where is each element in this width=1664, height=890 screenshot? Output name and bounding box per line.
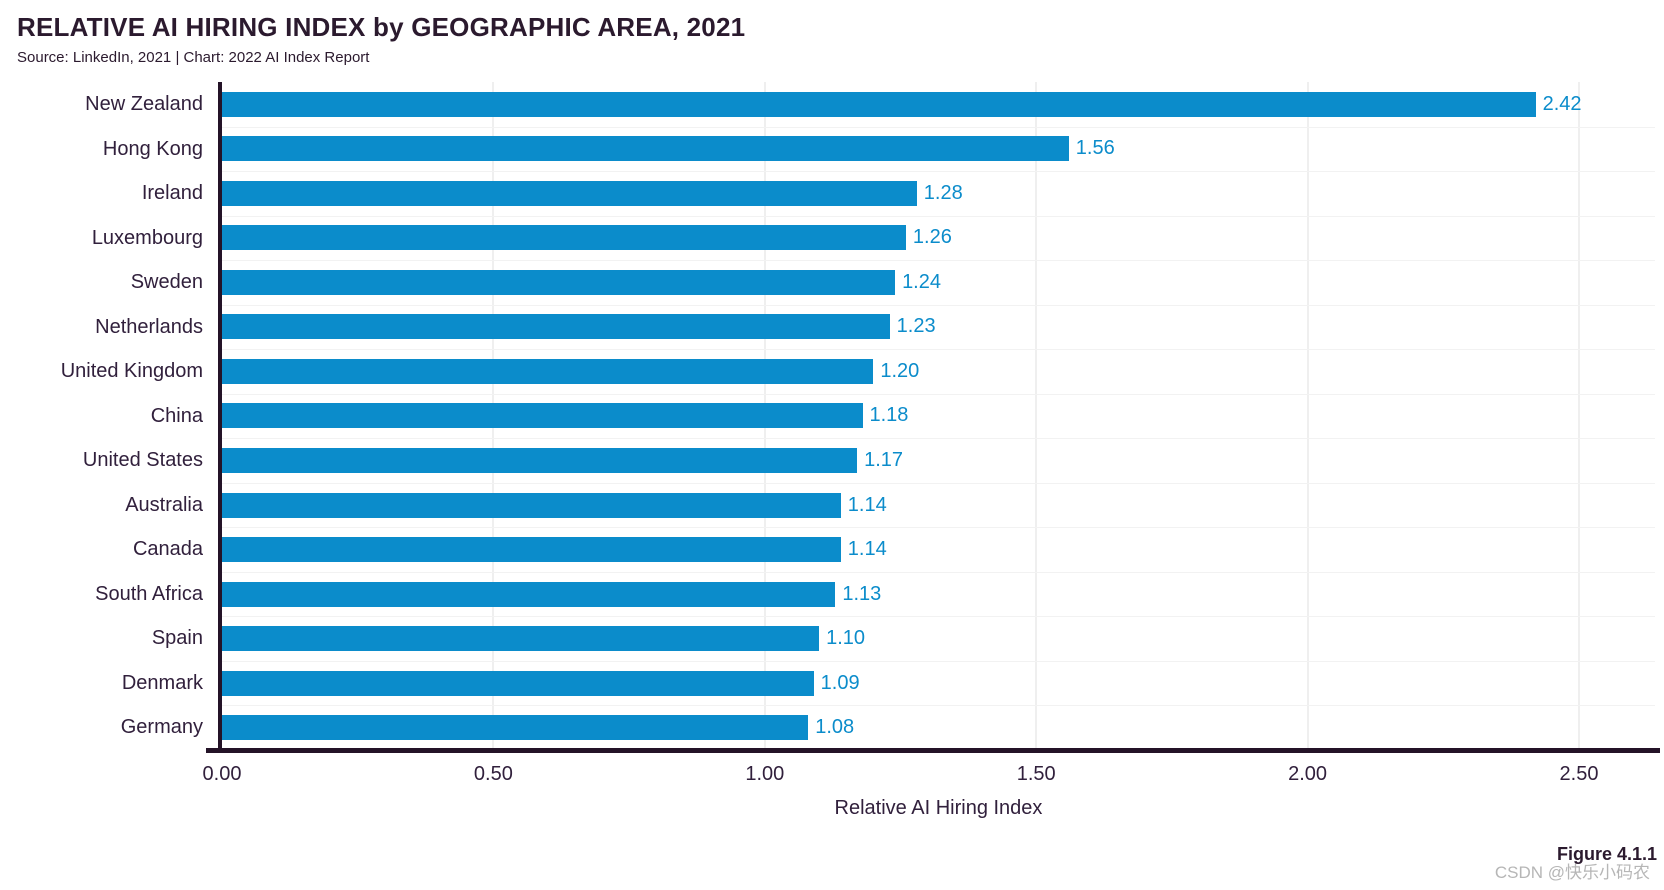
bar-value-label: 1.56 — [1075, 137, 1115, 160]
category-label: Germany — [120, 716, 203, 739]
bar-value-label: 1.17 — [864, 449, 904, 472]
category-label: Australia — [125, 493, 203, 516]
bar — [222, 269, 896, 295]
category-label: Sweden — [130, 271, 203, 294]
horizontal-gridline — [222, 571, 1655, 573]
horizontal-gridline — [222, 705, 1655, 707]
category-label: Luxembourg — [91, 226, 203, 249]
bar-value-label: 1.09 — [820, 671, 860, 694]
bar-row: 1.18 — [222, 394, 1655, 439]
x-axis-line — [206, 748, 1660, 753]
bar — [222, 225, 906, 251]
bar-row: 1.10 — [222, 616, 1655, 661]
horizontal-gridline — [222, 660, 1655, 662]
horizontal-gridline — [222, 171, 1655, 173]
bar — [222, 403, 863, 429]
bar — [222, 670, 814, 696]
category-label: Denmark — [121, 671, 203, 694]
x-tick-label: 1.50 — [1016, 763, 1056, 785]
x-tick-label: 2.50 — [1559, 763, 1599, 785]
category-label: United States — [82, 449, 203, 472]
bar — [222, 314, 890, 340]
bar-value-label: 1.14 — [847, 493, 887, 516]
bar — [222, 581, 836, 607]
category-label: New Zealand — [85, 93, 203, 115]
bar-value-label: 2.42 — [1542, 92, 1582, 115]
plot-area: 2.42 1.56 1.28 1.26 1.24 1.23 1.20 1.18 1.17 1.14… — [222, 82, 1655, 750]
horizontal-gridline — [222, 304, 1655, 306]
bar-row: 1.56 — [222, 127, 1655, 172]
bar-row: 1.14 — [222, 483, 1655, 528]
vertical-gridline — [1578, 82, 1580, 750]
bar-row: 1.28 — [222, 171, 1655, 216]
bar-row: 1.14 — [222, 527, 1655, 572]
bar-value-label: 1.10 — [826, 627, 866, 650]
bar-row: 1.26 — [222, 216, 1655, 261]
category-label: China — [150, 404, 203, 427]
y-axis-line — [218, 82, 222, 753]
bar — [222, 180, 917, 206]
bar-value-label: 1.24 — [902, 270, 941, 293]
horizontal-gridline — [222, 527, 1655, 529]
horizontal-gridline — [222, 215, 1655, 217]
bar-value-label: 1.26 — [912, 226, 952, 249]
horizontal-gridline — [222, 482, 1655, 484]
bar-row: 1.23 — [222, 305, 1655, 350]
bar — [222, 537, 841, 563]
category-label: Hong Kong — [102, 137, 203, 160]
bar-value-label: 1.23 — [896, 315, 936, 338]
bar-value-label: 1.28 — [923, 181, 963, 204]
horizontal-gridline — [222, 260, 1655, 262]
category-label: Ireland — [141, 182, 203, 205]
x-axis-title: Relative AI Hiring Index — [834, 797, 1043, 819]
bar — [222, 136, 1069, 162]
category-label: Spain — [151, 627, 203, 650]
x-tick-label: 0.50 — [473, 763, 513, 785]
category-label: South Africa — [95, 582, 203, 605]
horizontal-gridline — [222, 126, 1655, 128]
bar-value-label: 1.14 — [847, 538, 887, 561]
bar-row: 1.20 — [222, 349, 1655, 394]
horizontal-gridline — [222, 438, 1655, 440]
watermark-text: CSDN @快乐小码农 — [1494, 863, 1650, 882]
vertical-gridline — [1306, 82, 1309, 750]
chart-title: RELATIVE AI HIRING INDEX by GEOGRAPHIC A… — [17, 12, 746, 42]
bar-row: 2.42 — [222, 82, 1655, 127]
bar-value-label: 1.08 — [815, 716, 855, 739]
bar-row: 1.08 — [222, 705, 1655, 750]
bar — [222, 448, 858, 474]
x-tick-label: 0.00 — [202, 763, 242, 785]
bar-row: 1.13 — [222, 572, 1655, 617]
bar — [222, 492, 841, 518]
horizontal-gridline — [222, 616, 1655, 618]
figure-number-label: Figure 4.1.1 — [1556, 844, 1657, 864]
bar-row: 1.24 — [222, 260, 1655, 305]
horizontal-gridline — [222, 393, 1655, 395]
bar — [222, 358, 874, 384]
bar-row: 1.17 — [222, 438, 1655, 483]
horizontal-gridline — [222, 349, 1655, 351]
x-tick-label: 1.00 — [745, 763, 785, 785]
vertical-gridline — [1035, 82, 1038, 750]
bar-value-label: 1.13 — [842, 582, 882, 605]
x-tick-label: 2.00 — [1288, 763, 1328, 785]
bar-value-label: 1.20 — [880, 359, 920, 382]
category-label: United Kingdom — [60, 360, 203, 383]
chart-source-line: Source: LinkedIn, 2021 | Chart: 2022 AI … — [17, 49, 370, 66]
bar — [222, 626, 820, 652]
bar-value-label: 1.18 — [869, 404, 909, 427]
category-label: Canada — [132, 538, 203, 561]
bar — [222, 91, 1536, 117]
bar-row: 1.09 — [222, 661, 1655, 706]
bar — [222, 715, 809, 741]
category-label: Netherlands — [95, 315, 203, 338]
